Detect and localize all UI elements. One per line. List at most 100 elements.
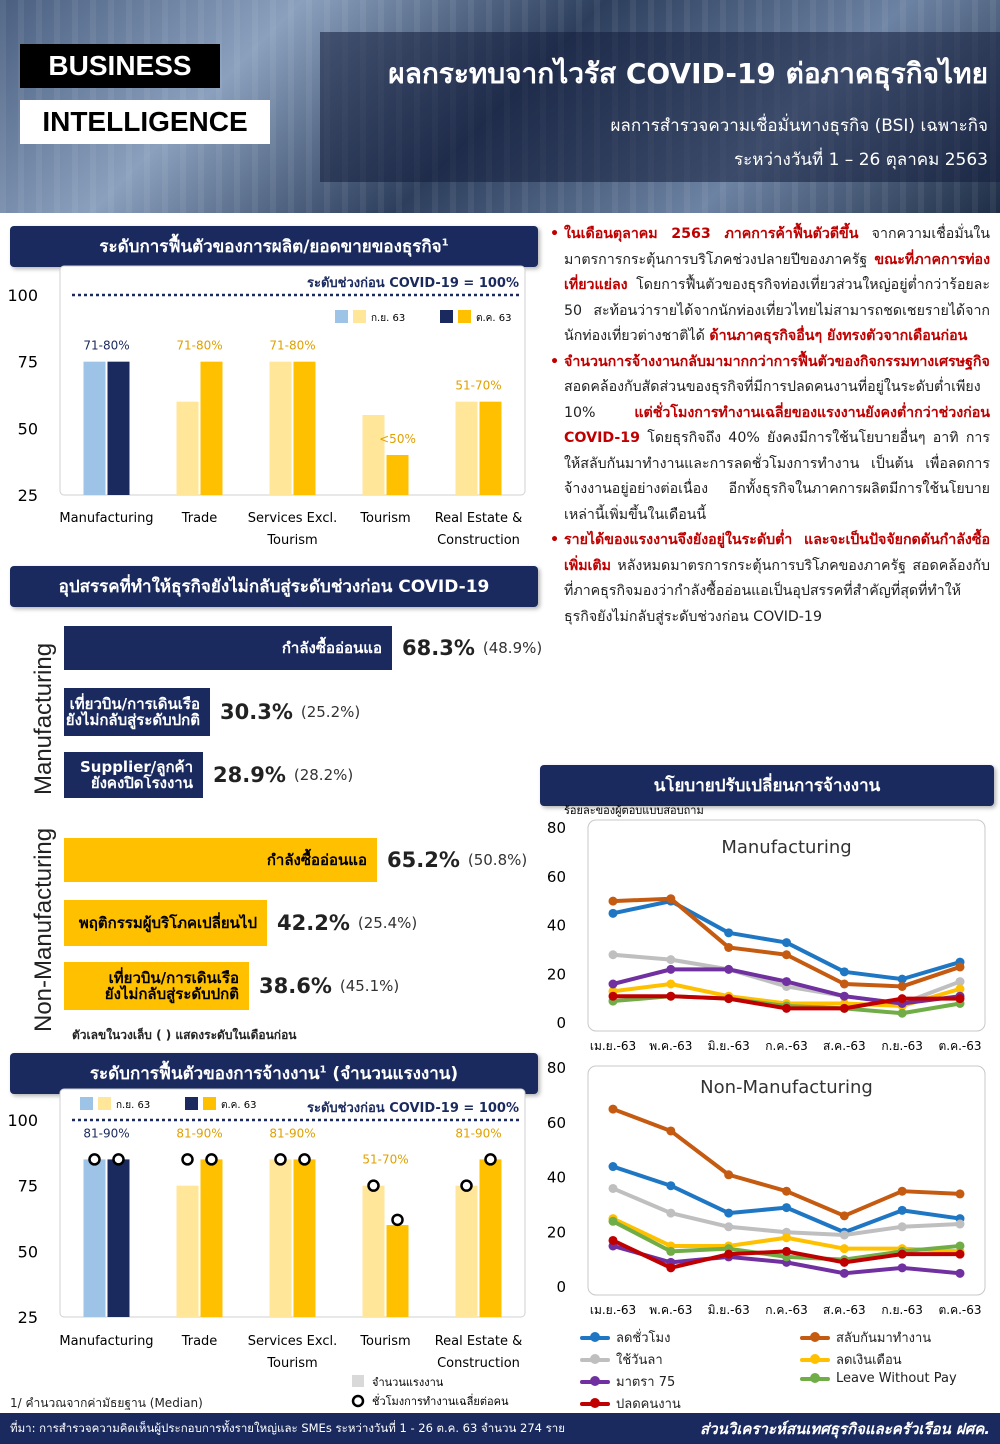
data-point bbox=[897, 1008, 907, 1018]
obstacle-row: เที่ยวบิน/การเดินเรือ ยังไม่กลับสู่ระดับ… bbox=[64, 962, 399, 1010]
x-tick-label: พ.ค.-63 bbox=[649, 1039, 692, 1053]
legend-item: Leave Without Pay bbox=[800, 1371, 957, 1386]
data-point bbox=[839, 979, 849, 989]
legend-label: ใช้วันลา bbox=[616, 1353, 663, 1368]
data-point bbox=[608, 1235, 618, 1245]
bar-sep bbox=[362, 415, 385, 495]
obstacles-note: ตัวเลขในวงเล็บ ( ) แสดงระดับในเดือนก่อน bbox=[72, 1028, 297, 1042]
category-label: Trade bbox=[181, 511, 218, 526]
obstacle-value: 38.6% bbox=[259, 974, 332, 998]
bar-oct bbox=[107, 1159, 130, 1317]
data-point bbox=[897, 1263, 907, 1273]
legend-label-hours: ชั่วโมงการทำงานเฉลี่ยต่อคน bbox=[372, 1393, 509, 1408]
obstacle-value: 30.3% bbox=[220, 700, 293, 724]
range-label: 81-90% bbox=[269, 1126, 315, 1140]
bar-oct bbox=[386, 1225, 409, 1317]
legend-swatch-sep-manufacturing bbox=[80, 1097, 93, 1110]
category-label: Manufacturing bbox=[59, 1334, 153, 1349]
data-point bbox=[955, 984, 965, 994]
range-label: 71-80% bbox=[176, 339, 222, 353]
footer-source: ที่มา: การสำรวจความคิดเห็นผู้ประกอบการทั… bbox=[10, 1420, 565, 1435]
data-point bbox=[897, 974, 907, 984]
bar-sep bbox=[455, 401, 478, 495]
data-point bbox=[666, 1126, 676, 1136]
legend-line-icon bbox=[580, 1397, 610, 1408]
y-tick-label: 40 bbox=[547, 917, 566, 935]
legend-swatch-oct-manufacturing bbox=[185, 1097, 198, 1110]
bar-sep bbox=[83, 1159, 106, 1317]
range-label: 81-90% bbox=[83, 1126, 129, 1140]
footnote: 1/ คำนวณจากค่ามัธยฐาน (Median) bbox=[10, 1396, 203, 1410]
obstacle-prev-value: (45.1%) bbox=[339, 977, 400, 995]
data-point bbox=[839, 967, 849, 977]
data-point bbox=[608, 1104, 618, 1114]
legend-item: มาตรา 75 bbox=[580, 1371, 675, 1392]
bar-oct bbox=[479, 401, 502, 495]
data-point bbox=[724, 928, 734, 938]
obstacle-row: พฤติกรรมผู้บริโภคเปลี่ยนไป 42.2% (25.4%) bbox=[64, 900, 417, 946]
category-label: Tourism bbox=[266, 1356, 317, 1371]
x-tick-label: เม.ย.-63 bbox=[590, 1039, 636, 1053]
bullet-text: จากความเชื่อมั่นในมาตรการกระตุ้นการบริโภ… bbox=[564, 226, 990, 268]
y-tick-label: 100 bbox=[7, 286, 38, 305]
summary-bullet: • รายได้ของแรงงานจึงยังอยู่ในระดับต่ำ และ… bbox=[550, 528, 990, 630]
category-label: Real Estate & bbox=[435, 1334, 523, 1349]
data-point bbox=[955, 977, 965, 987]
y-tick-label: 75 bbox=[18, 353, 38, 372]
bar-oct bbox=[200, 1159, 223, 1317]
hours-marker-oct bbox=[391, 1213, 404, 1227]
obstacle-value: 65.2% bbox=[387, 848, 460, 872]
obstacle-prev-value: (25.4%) bbox=[357, 914, 418, 932]
legend-item: สลับกันมาทำงาน bbox=[800, 1327, 931, 1348]
data-point bbox=[666, 894, 676, 904]
legend-swatch-sep-others bbox=[353, 310, 366, 323]
section-employment-title: ระดับการฟื้นตัวของการจ้างงาน1 (จำนวนแรงง… bbox=[10, 1053, 538, 1094]
data-point bbox=[608, 979, 618, 989]
hours-marker-oct bbox=[484, 1153, 497, 1166]
range-label: 51-70% bbox=[362, 1153, 408, 1167]
legend-swatch-workers bbox=[352, 1375, 364, 1387]
obstacle-row: กำลังซื้ออ่อนแอ 65.2% (50.8%) bbox=[64, 838, 527, 882]
plot-frame bbox=[587, 1065, 986, 1296]
title-panel bbox=[320, 32, 1000, 182]
y-tick-label: 80 bbox=[547, 1059, 566, 1077]
hours-marker-sep bbox=[367, 1179, 380, 1192]
data-point bbox=[724, 942, 734, 952]
bar-oct bbox=[200, 361, 223, 495]
y-tick-label: 75 bbox=[18, 1177, 38, 1196]
hours-marker-sep bbox=[274, 1153, 287, 1166]
section-production-label: ระดับการฟื้นตัวของการผลิต/ยอดขายของธุรกิ… bbox=[99, 237, 442, 257]
bullet-highlight-text: ขณะที่ภาคการท่องเที่ยวแย่ลง bbox=[564, 251, 990, 294]
hours-marker-sep bbox=[88, 1153, 101, 1166]
hours-marker-oct bbox=[298, 1153, 311, 1166]
footer-org: ส่วนวิเคราะห์สนเทศธุรกิจและครัวเรือน ฝศค… bbox=[699, 1419, 990, 1438]
bar-sep bbox=[176, 1185, 199, 1317]
bullet-dot: • bbox=[550, 226, 560, 242]
bar-oct bbox=[293, 361, 316, 495]
y-tick-label: 100 bbox=[7, 1111, 38, 1130]
data-point bbox=[955, 994, 965, 1004]
section-policy-title: นโยบายปรับเปลี่ยนการจ้างงาน bbox=[540, 765, 994, 806]
bullet-text: โดยธุรกิจถึง 40% ยังคงมีการใช้นโยบายอื่น… bbox=[564, 430, 990, 523]
employment-recovery-chart: 25 50 75 100 ระดับช่วงก่อน COVID-19 = 100% ก.… bbox=[7, 1088, 526, 1408]
legend-line-icon bbox=[580, 1375, 610, 1386]
data-point bbox=[897, 1222, 907, 1232]
y-tick-label: 40 bbox=[547, 1169, 566, 1187]
footnote-marker: 1 bbox=[441, 237, 449, 249]
x-tick-label: พ.ค.-63 bbox=[649, 1303, 692, 1317]
data-point bbox=[897, 1249, 907, 1259]
obstacle-value: 42.2% bbox=[277, 911, 350, 935]
y-tick-label: 60 bbox=[547, 1114, 566, 1132]
range-label: 51-70% bbox=[455, 379, 501, 393]
hours-marker-oct bbox=[205, 1153, 218, 1166]
data-point bbox=[955, 1189, 965, 1199]
obstacle-row: เที่ยวบิน/การเดินเรือ ยังไม่กลับสู่ระดับ… bbox=[64, 688, 360, 736]
bar-sep bbox=[176, 401, 199, 495]
data-point bbox=[608, 991, 618, 1001]
chart-title: Non-Manufacturing bbox=[700, 1077, 873, 1098]
category-label: Construction bbox=[437, 533, 520, 548]
legend-marker-hours bbox=[351, 1394, 365, 1408]
badge-business: BUSINESS bbox=[20, 44, 220, 88]
y-tick-label: 25 bbox=[18, 1308, 38, 1327]
range-label: 81-90% bbox=[176, 1126, 222, 1140]
